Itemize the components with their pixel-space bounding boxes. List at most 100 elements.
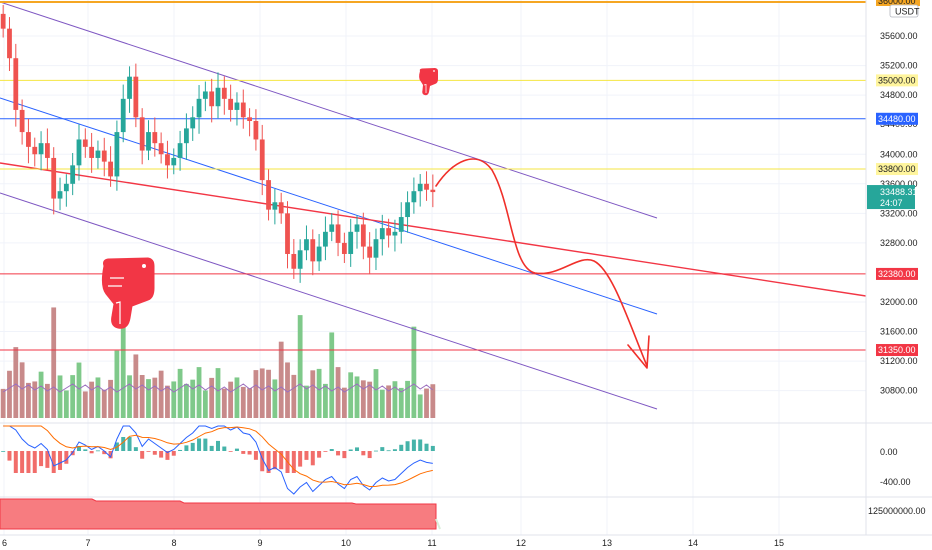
macd-hist-bar-37 xyxy=(234,448,239,451)
macd-hist-bar-40 xyxy=(253,451,258,460)
candle-body-46 xyxy=(291,253,297,269)
candle-body-7 xyxy=(44,143,50,158)
macd-hist-bar-17 xyxy=(108,451,113,459)
volume-bar-66 xyxy=(417,394,423,418)
volume-bar-18 xyxy=(114,350,120,418)
time-axis-tick-9: 15 xyxy=(774,538,784,548)
candle-body-59 xyxy=(373,239,379,258)
pointing-hand-small-icon xyxy=(419,68,438,96)
volume-bar-12 xyxy=(76,362,82,418)
candle-body-45 xyxy=(285,213,290,254)
volume-bar-57 xyxy=(360,380,366,418)
candle-body-57 xyxy=(360,224,366,247)
time-axis-tick-0: 6 xyxy=(2,538,7,548)
volume-bar-35 xyxy=(221,388,227,418)
volume-bar-28 xyxy=(177,368,183,418)
macd-hist-bar-35 xyxy=(222,446,227,451)
candle-body-39 xyxy=(247,117,252,122)
lower-pane-baseline xyxy=(435,518,441,530)
volume-bar-49 xyxy=(310,370,316,418)
volume-moving-average xyxy=(2,383,434,393)
volume-bar-5 xyxy=(32,381,38,418)
candle-body-11 xyxy=(70,165,76,184)
macd-hist-bar-53 xyxy=(336,451,341,456)
volume-bar-58 xyxy=(367,381,373,418)
signal-line xyxy=(3,425,433,488)
time-axis-tick-5: 11 xyxy=(427,538,436,548)
candle-body-54 xyxy=(341,242,347,254)
candle-body-5 xyxy=(32,146,38,155)
macd-hist-bar-55 xyxy=(348,449,353,451)
price-axis-tick-0: 35600.00 xyxy=(880,31,918,41)
macd-hist-bar-66 xyxy=(418,439,423,451)
macd-axis-tick-neg: -400.00 xyxy=(880,477,911,487)
candle-body-34 xyxy=(215,87,221,107)
macd-hist-bar-7 xyxy=(45,451,50,468)
volume-bar-47 xyxy=(297,315,303,418)
volume-bar-63 xyxy=(398,387,404,418)
lower-pane-area xyxy=(0,498,437,530)
macd-hist-bar-0 xyxy=(1,451,6,452)
volume-bar-3 xyxy=(19,362,25,418)
macd-hist-bar-52 xyxy=(329,449,334,451)
price-tag-current-label: 33488.31 xyxy=(880,187,918,197)
volume-bar-64 xyxy=(405,380,410,418)
volume-bar-0 xyxy=(0,388,6,418)
volume-bar-11 xyxy=(70,375,76,418)
macd-hist-bar-67 xyxy=(424,443,429,451)
price-tag-label-0: 35000.00 xyxy=(878,75,916,85)
currency-badge[interactable]: USDT xyxy=(889,4,920,18)
candle-body-55 xyxy=(348,231,354,254)
volume-bar-50 xyxy=(316,368,322,418)
time-axis-tick-4: 10 xyxy=(341,538,351,548)
candle-body-1 xyxy=(7,28,12,59)
candle-body-67 xyxy=(424,183,429,190)
volume-bars xyxy=(0,307,436,418)
projected-path xyxy=(435,158,650,369)
volume-bar-15 xyxy=(95,377,101,418)
candle-body-15 xyxy=(95,150,101,158)
macd-hist-bar-64 xyxy=(405,441,410,451)
macd-hist-bar-43 xyxy=(272,451,277,470)
volume-bar-31 xyxy=(196,367,202,418)
volume-bar-7 xyxy=(44,383,50,418)
volume-bar-61 xyxy=(386,385,392,418)
volume-bar-20 xyxy=(127,375,132,418)
time-axis-tick-1: 7 xyxy=(85,538,90,548)
candle-body-44 xyxy=(278,202,284,214)
candle-body-29 xyxy=(184,128,189,144)
price-axis-tick-3: 34000.00 xyxy=(880,149,918,159)
macd-hist-bar-28 xyxy=(178,449,183,451)
macd-hist-bar-2 xyxy=(13,451,18,473)
macd-hist-bar-1 xyxy=(7,451,12,461)
macd-hist-bar-41 xyxy=(260,451,265,472)
volume-bar-27 xyxy=(171,381,177,418)
candle-body-6 xyxy=(38,143,44,155)
price-tag-label-4: 32380.00 xyxy=(878,269,916,279)
macd-hist-bar-68 xyxy=(430,445,435,451)
macd-hist-bar-23 xyxy=(146,451,151,452)
macd-hist-bar-5 xyxy=(32,451,37,473)
volume-bar-23 xyxy=(146,379,151,418)
macd-hist-bar-39 xyxy=(247,451,252,455)
volume-bar-46 xyxy=(291,374,297,418)
macd-hist-bar-49 xyxy=(310,451,315,466)
macd-hist-bar-62 xyxy=(392,449,397,451)
projected-path-arrowhead xyxy=(627,335,650,369)
channel-middle-line xyxy=(0,97,658,315)
volume-bar-1 xyxy=(7,370,12,418)
price-tag-0 xyxy=(876,74,918,87)
pointing-hand-icon xyxy=(101,257,155,329)
macd-pane xyxy=(1,425,435,495)
volume-bar-37 xyxy=(234,377,240,418)
volume-bar-45 xyxy=(285,362,290,418)
price-axis-tick-5: 33200.00 xyxy=(880,208,918,218)
volume-bar-51 xyxy=(323,383,328,418)
volume-bar-16 xyxy=(101,389,107,418)
price-axis-tick-10: 30800.00 xyxy=(880,386,918,396)
candle-body-64 xyxy=(405,202,410,218)
volume-bar-52 xyxy=(329,332,335,418)
macd-hist-bar-60 xyxy=(380,447,385,451)
